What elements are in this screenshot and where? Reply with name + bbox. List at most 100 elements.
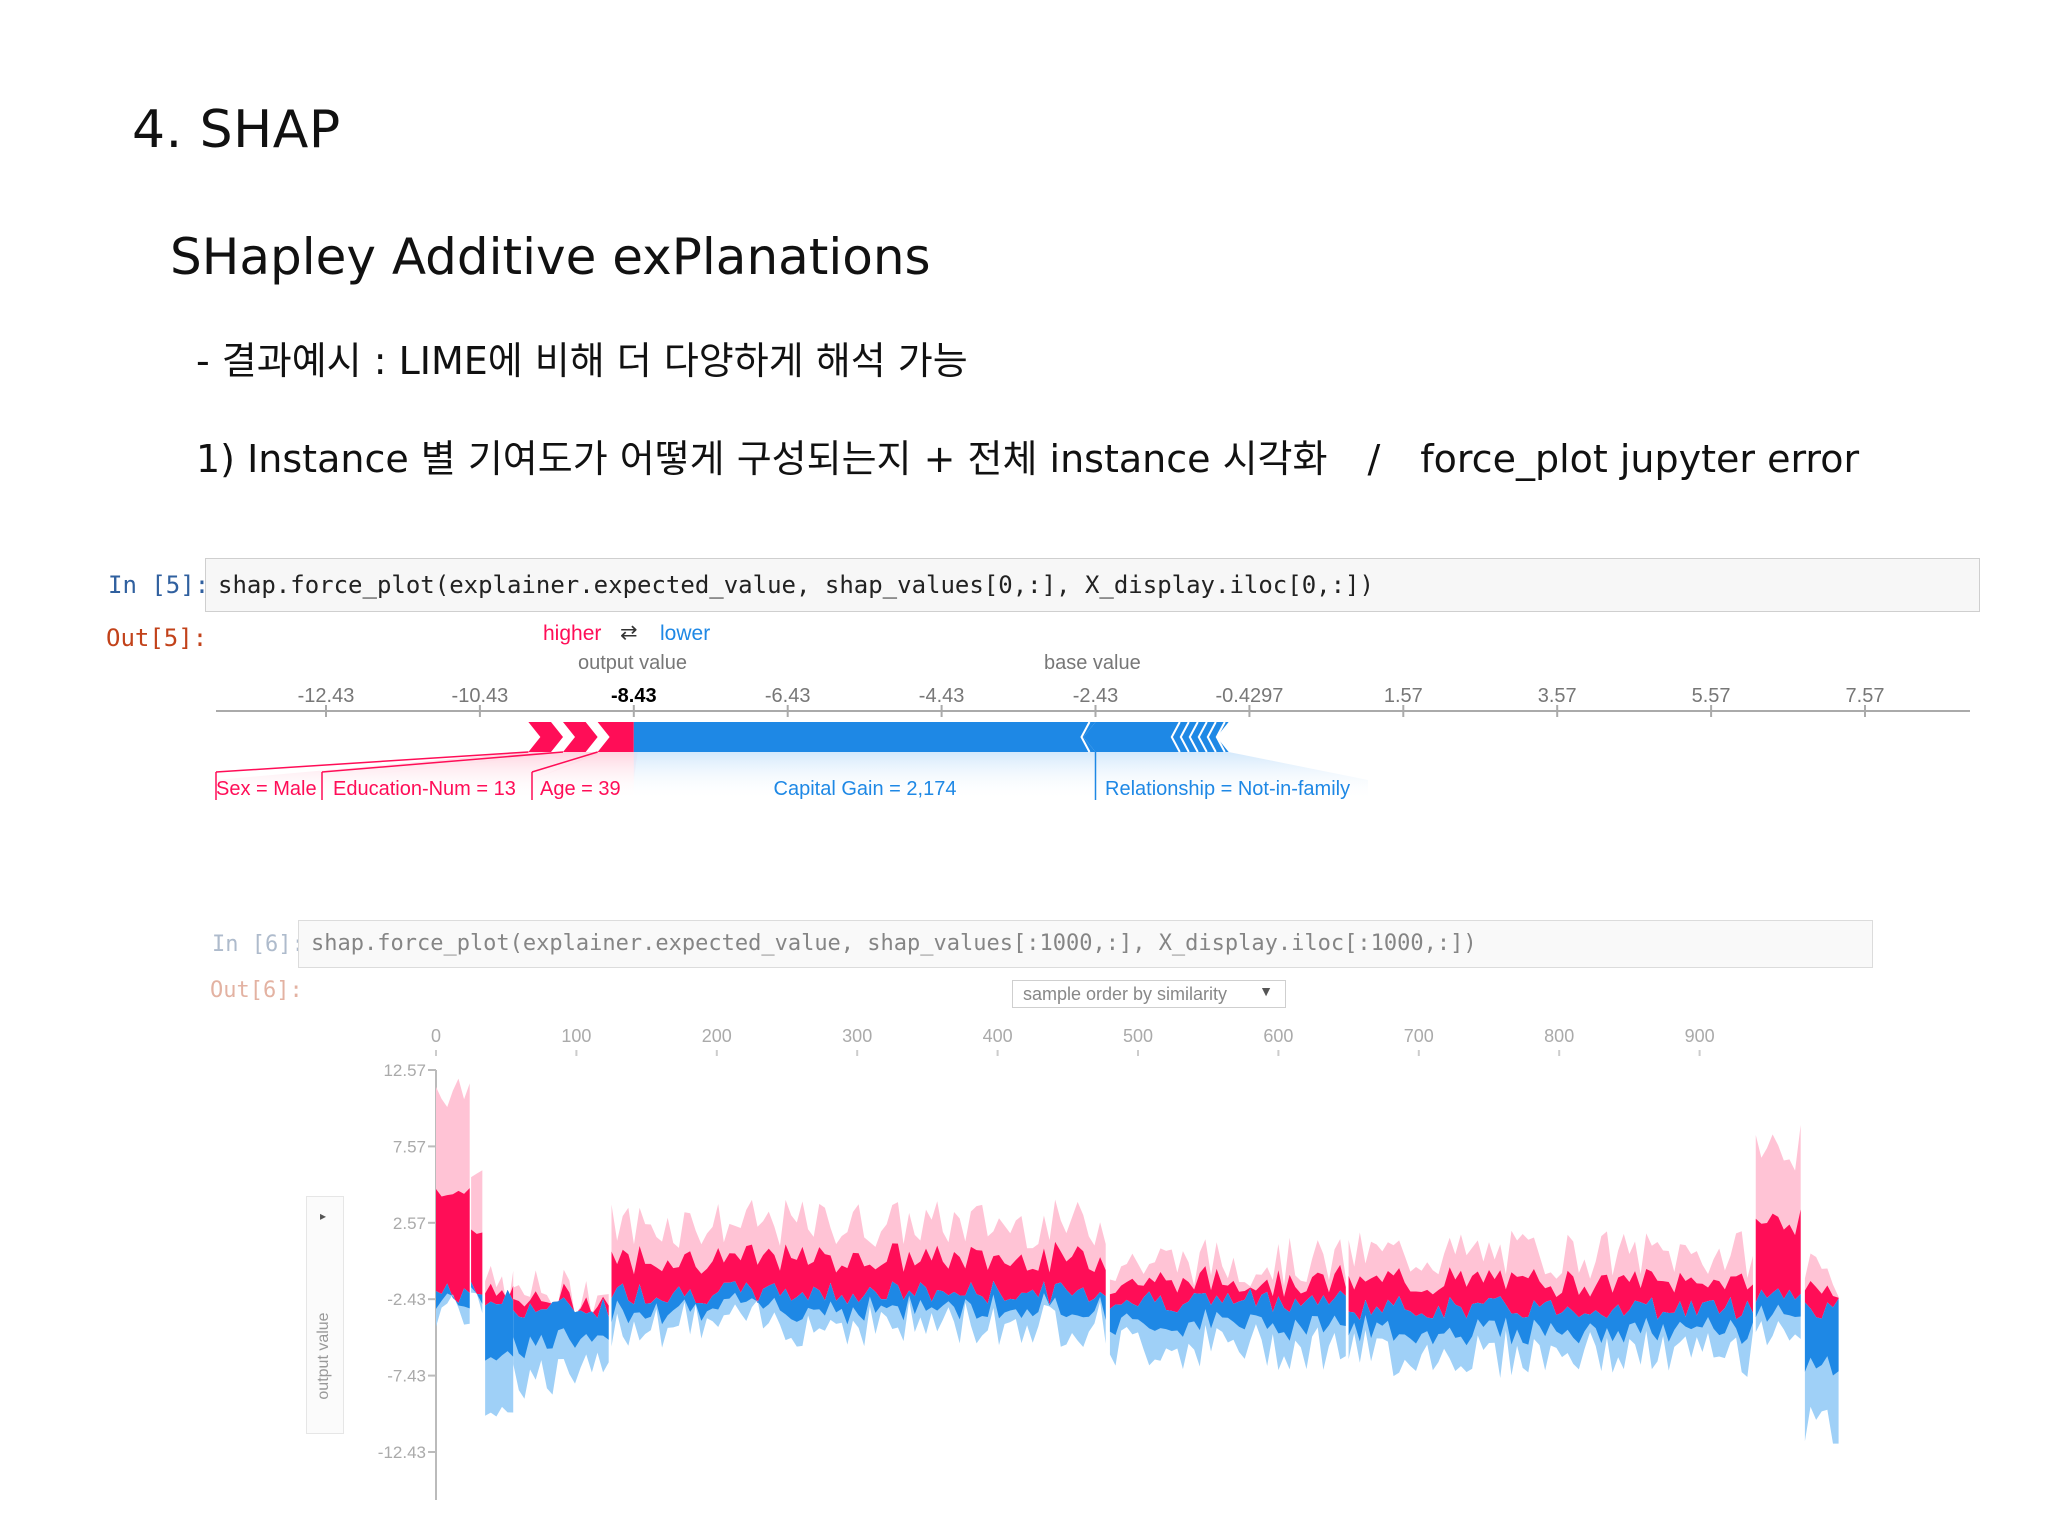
negative-area [1804, 1298, 1839, 1376]
x-tick-label: 3.57 [1538, 685, 1577, 707]
x-tick-label: 200 [702, 1026, 732, 1046]
higher-label: higher [543, 622, 602, 645]
x-tick-label: -10.43 [452, 685, 509, 707]
feature-label-sex: Sex = Male [216, 778, 317, 800]
x-tick-label: 100 [561, 1026, 591, 1046]
ordering-select-value: sample order by similarity [1023, 984, 1228, 1004]
negative-area [485, 1289, 514, 1361]
separator-slash: / [1367, 437, 1381, 481]
yaxis-selector[interactable]: ▸ output value [306, 1196, 344, 1434]
y-tick-label: 12.57 [383, 1061, 426, 1080]
feature-label-age: Age = 39 [540, 778, 621, 800]
x-tick-label: 1.57 [1384, 685, 1423, 707]
positive-feature-bar [528, 722, 564, 752]
lower-label: lower [660, 622, 711, 645]
x-tick-label: 500 [1123, 1026, 1153, 1046]
feature-divider [1188, 721, 1199, 753]
feature-label-education: Education-Num = 13 [333, 778, 516, 800]
y-tick-label: -2.43 [387, 1290, 426, 1309]
feature-bars [528, 721, 1229, 753]
cell1-code[interactable]: shap.force_plot(explainer.expected_value… [205, 558, 1980, 612]
positive-area [1755, 1209, 1801, 1303]
negative-area [1348, 1295, 1753, 1346]
cell1-out-prompt: Out[5]: [106, 624, 208, 652]
y-tick-label: -7.43 [387, 1367, 426, 1386]
x-tick-label: 300 [842, 1026, 872, 1046]
x-tick-label: -12.43 [298, 685, 355, 707]
slide-title: 4. SHAP [132, 100, 341, 160]
negative-area-light [1109, 1288, 1346, 1371]
x-tick-label: -8.43 [611, 685, 657, 707]
output-value-label: output value [578, 652, 687, 674]
slide-subtitle: SHapley Additive exPlanations [170, 228, 931, 286]
negative-feature-bar [1083, 722, 1229, 752]
capital-gain-fan [633, 752, 1096, 800]
x-tick-label: -6.43 [765, 685, 811, 707]
positive-area [611, 1241, 1106, 1305]
x-tick-label: 900 [1685, 1026, 1715, 1046]
sex-fan [216, 752, 569, 800]
x-axis-ticks: 0 100 200 300 400 500 600 700 800 900 [431, 1026, 1715, 1056]
x-tick-label: 600 [1263, 1026, 1293, 1046]
positive-area [1348, 1267, 1753, 1321]
y-axis-ticks: 12.57 7.57 2.57 -2.43 -7.43 -12.43 [378, 1061, 437, 1500]
negative-area [513, 1297, 609, 1359]
y-tick-label: -12.43 [378, 1443, 426, 1462]
ordering-select[interactable]: sample order by similarity ▼ [1012, 980, 1286, 1008]
expand-icon: ▸ [320, 1209, 327, 1223]
negative-area [471, 1281, 483, 1304]
negative-area [436, 1283, 470, 1309]
negative-feature-bar [633, 722, 1096, 752]
feature-fans [215, 751, 1368, 800]
feature-divider [1215, 721, 1226, 753]
swap-icon: ⇄ [620, 621, 638, 644]
x-tick-label: 400 [983, 1026, 1013, 1046]
positive-area [513, 1283, 609, 1318]
x-tick-label: 0 [431, 1026, 441, 1046]
feature-divider [1179, 721, 1190, 753]
instance-text: 1) Instance 별 기여도가 어떻게 구성되는지 + 전체 instan… [196, 437, 1328, 481]
age-fan [532, 752, 638, 800]
relationship-fan [1095, 752, 1368, 800]
x-tick-label: 5.57 [1692, 685, 1731, 707]
chevron-down-icon: ▼ [1259, 983, 1273, 999]
negative-area [1755, 1288, 1801, 1322]
y-tick-label: 2.57 [393, 1214, 426, 1233]
force-plot-single: -12.43 -10.43 -8.43 -6.43 -4.43 -2.43 -0.4297 1… [215, 685, 1970, 800]
feature-divider [1206, 721, 1217, 753]
feature-label-capital-gain: Capital Gain = 2,174 [774, 778, 957, 800]
fan-edge [321, 751, 564, 773]
force-plot-stacked: 0 100 200 300 400 500 600 700 800 900 12.57 7.57 2.… [378, 1026, 1839, 1500]
feature-divider [1080, 721, 1091, 753]
negative-area [611, 1280, 1106, 1325]
fan-edge [215, 751, 529, 773]
x-tick-label: 800 [1544, 1026, 1574, 1046]
x-tick-label: -2.43 [1073, 685, 1119, 707]
error-text: force_plot jupyter error [1420, 437, 1860, 481]
positive-area [471, 1229, 483, 1295]
x-tick-label: 700 [1404, 1026, 1434, 1046]
positive-feature-bar [563, 722, 598, 752]
x-tick-label: -4.43 [919, 685, 965, 707]
base-value-label: base value [1044, 652, 1141, 674]
cell2-code[interactable]: shap.force_plot(explainer.expected_value… [298, 920, 1873, 968]
feature-divider [1170, 721, 1181, 753]
negative-area [1109, 1288, 1346, 1341]
axis-ticks: -12.43 -10.43 -8.43 -6.43 -4.43 -2.43 -0.4297 1… [298, 685, 1885, 717]
positive-area-light [1348, 1230, 1753, 1321]
x-tick-label: 7.57 [1846, 685, 1885, 707]
feature-labels: Sex = Male Education-Num = 13 Age = 39 Capi… [216, 778, 1350, 800]
stacked-areas [436, 1078, 1839, 1444]
bullet-instance-visualization: 1) Instance 별 기여도가 어떻게 구성되는지 + 전체 instan… [196, 428, 1859, 483]
x-tick-label: -0.4297 [1216, 685, 1284, 707]
positive-feature-bar [597, 722, 634, 752]
feature-label-relationship: Relationship = Not-in-family [1105, 778, 1350, 800]
positive-area [436, 1188, 470, 1303]
bullet-result-example: - 결과예시 : LIME에 비해 더 다양하게 해석 가능 [196, 339, 968, 383]
positive-area [1804, 1280, 1839, 1319]
education-fan [322, 752, 604, 800]
feature-divider [1197, 721, 1208, 753]
positive-area [1109, 1264, 1346, 1313]
positive-area [485, 1283, 514, 1306]
y-tick-label: 7.57 [393, 1137, 426, 1156]
